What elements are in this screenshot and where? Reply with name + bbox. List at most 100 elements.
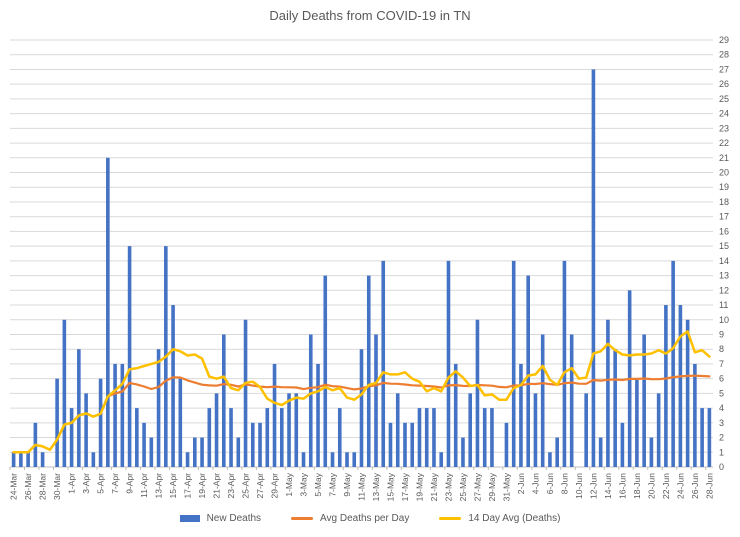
y-tick-label: 5 — [719, 388, 724, 398]
bar — [461, 437, 465, 467]
x-tick-label: 24-Mar — [9, 473, 19, 500]
bar — [200, 437, 204, 467]
bar — [301, 452, 306, 467]
legend-label-avg-deaths: Avg Deaths per Day — [320, 513, 410, 524]
bar — [410, 422, 415, 467]
bar — [656, 393, 661, 467]
x-tick-label: 27-Apr — [255, 473, 265, 499]
y-tick-label: 7 — [719, 359, 724, 369]
bar — [395, 393, 400, 467]
legend-item-avg-deaths: Avg Deaths per Day — [291, 513, 409, 524]
y-tick-label: 14 — [719, 256, 729, 266]
y-tick-label: 6 — [719, 374, 724, 384]
x-tick-label: 9-May — [342, 472, 352, 496]
y-tick-label: 9 — [719, 329, 724, 339]
bar — [62, 319, 67, 467]
y-tick-label: 27 — [719, 64, 729, 74]
x-tick-label: 1-Apr — [67, 473, 77, 494]
x-tick-label: 25-Apr — [241, 473, 251, 499]
bar — [359, 349, 364, 467]
bar — [598, 437, 603, 467]
x-tick-label: 28-Mar — [38, 473, 48, 500]
bar — [40, 452, 45, 467]
x-tick-label: 17-Apr — [183, 473, 193, 499]
bar — [490, 408, 494, 467]
bar — [337, 408, 342, 467]
bar — [323, 275, 328, 467]
bar — [69, 408, 74, 467]
avg-line-swatch-icon — [291, 517, 314, 520]
bar — [193, 437, 197, 467]
y-tick-label: 26 — [719, 79, 729, 89]
x-tick-label: 12-Jun — [588, 473, 598, 499]
y-tick-label: 10 — [719, 315, 729, 325]
rolling-avg-line — [12, 330, 711, 454]
y-tick-label: 25 — [719, 94, 729, 104]
y-tick-label: 17 — [719, 212, 729, 222]
bar — [294, 393, 299, 467]
bar — [106, 157, 110, 468]
bar — [214, 393, 219, 467]
x-tick-label: 27-May — [473, 472, 483, 501]
x-tick-label: 3-Apr — [81, 473, 91, 494]
bar — [120, 363, 125, 467]
bar — [468, 393, 473, 467]
y-tick-label: 15 — [719, 241, 729, 251]
bar — [135, 408, 139, 467]
y-tick-label: 3 — [719, 418, 724, 428]
x-tick-label: 26-Jun — [690, 473, 700, 499]
bar — [374, 334, 378, 467]
bar — [258, 422, 262, 467]
chart-title: Daily Deaths from COVID-19 in TN — [269, 8, 471, 23]
bar — [432, 408, 436, 467]
bar — [178, 378, 183, 467]
new-deaths-swatch-icon — [179, 515, 200, 522]
y-tick-label: 11 — [719, 300, 728, 310]
y-tick-label: 21 — [719, 153, 729, 163]
legend-label-new-deaths: New Deaths — [206, 513, 262, 524]
bar — [366, 275, 371, 467]
bar — [504, 422, 509, 467]
x-tick-label: 2-Jun — [516, 473, 526, 495]
bar — [678, 305, 683, 467]
bar — [555, 437, 559, 467]
bar — [287, 393, 291, 467]
y-tick-label: 23 — [719, 123, 729, 133]
y-tick-label: 19 — [719, 182, 729, 192]
x-tick-label: 23-Apr — [226, 473, 236, 499]
x-tick-label: 18-Jun — [632, 473, 642, 499]
bar — [707, 408, 712, 467]
bar — [229, 408, 233, 467]
x-tick-label: 24-Jun — [675, 473, 685, 499]
bar — [591, 69, 596, 467]
bar — [526, 275, 530, 467]
bar — [562, 260, 567, 467]
bar — [207, 408, 212, 467]
x-tick-label: 14-Jun — [603, 473, 613, 499]
bar — [345, 452, 349, 467]
y-tick-label: 1 — [719, 447, 724, 457]
bar — [279, 408, 284, 467]
y-tick-label: 16 — [719, 226, 729, 236]
x-tick-label: 15-Apr — [168, 473, 178, 499]
y-tick-label: 8 — [719, 344, 724, 354]
bar — [620, 422, 625, 467]
bar — [98, 378, 103, 467]
x-tick-label: 11-May — [357, 472, 367, 500]
x-tick-label: 21-Apr — [212, 473, 222, 499]
x-tick-label: 19-May — [415, 472, 425, 501]
bar — [250, 422, 255, 467]
legend-item-new-deaths: New Deaths — [179, 513, 262, 524]
bar — [352, 452, 357, 467]
y-tick-label: 0 — [719, 462, 724, 472]
x-tick-label: 4-Jun — [530, 473, 540, 495]
bar — [519, 363, 523, 467]
x-tick-label: 28-Jun — [704, 473, 714, 499]
x-tick-label: 25-May — [458, 472, 468, 501]
bar — [91, 452, 96, 467]
bar — [649, 437, 654, 467]
y-tick-label: 18 — [719, 197, 729, 207]
bar — [606, 319, 610, 467]
x-tick-label: 6-Jun — [545, 473, 555, 495]
y-tick-label: 4 — [719, 403, 724, 413]
